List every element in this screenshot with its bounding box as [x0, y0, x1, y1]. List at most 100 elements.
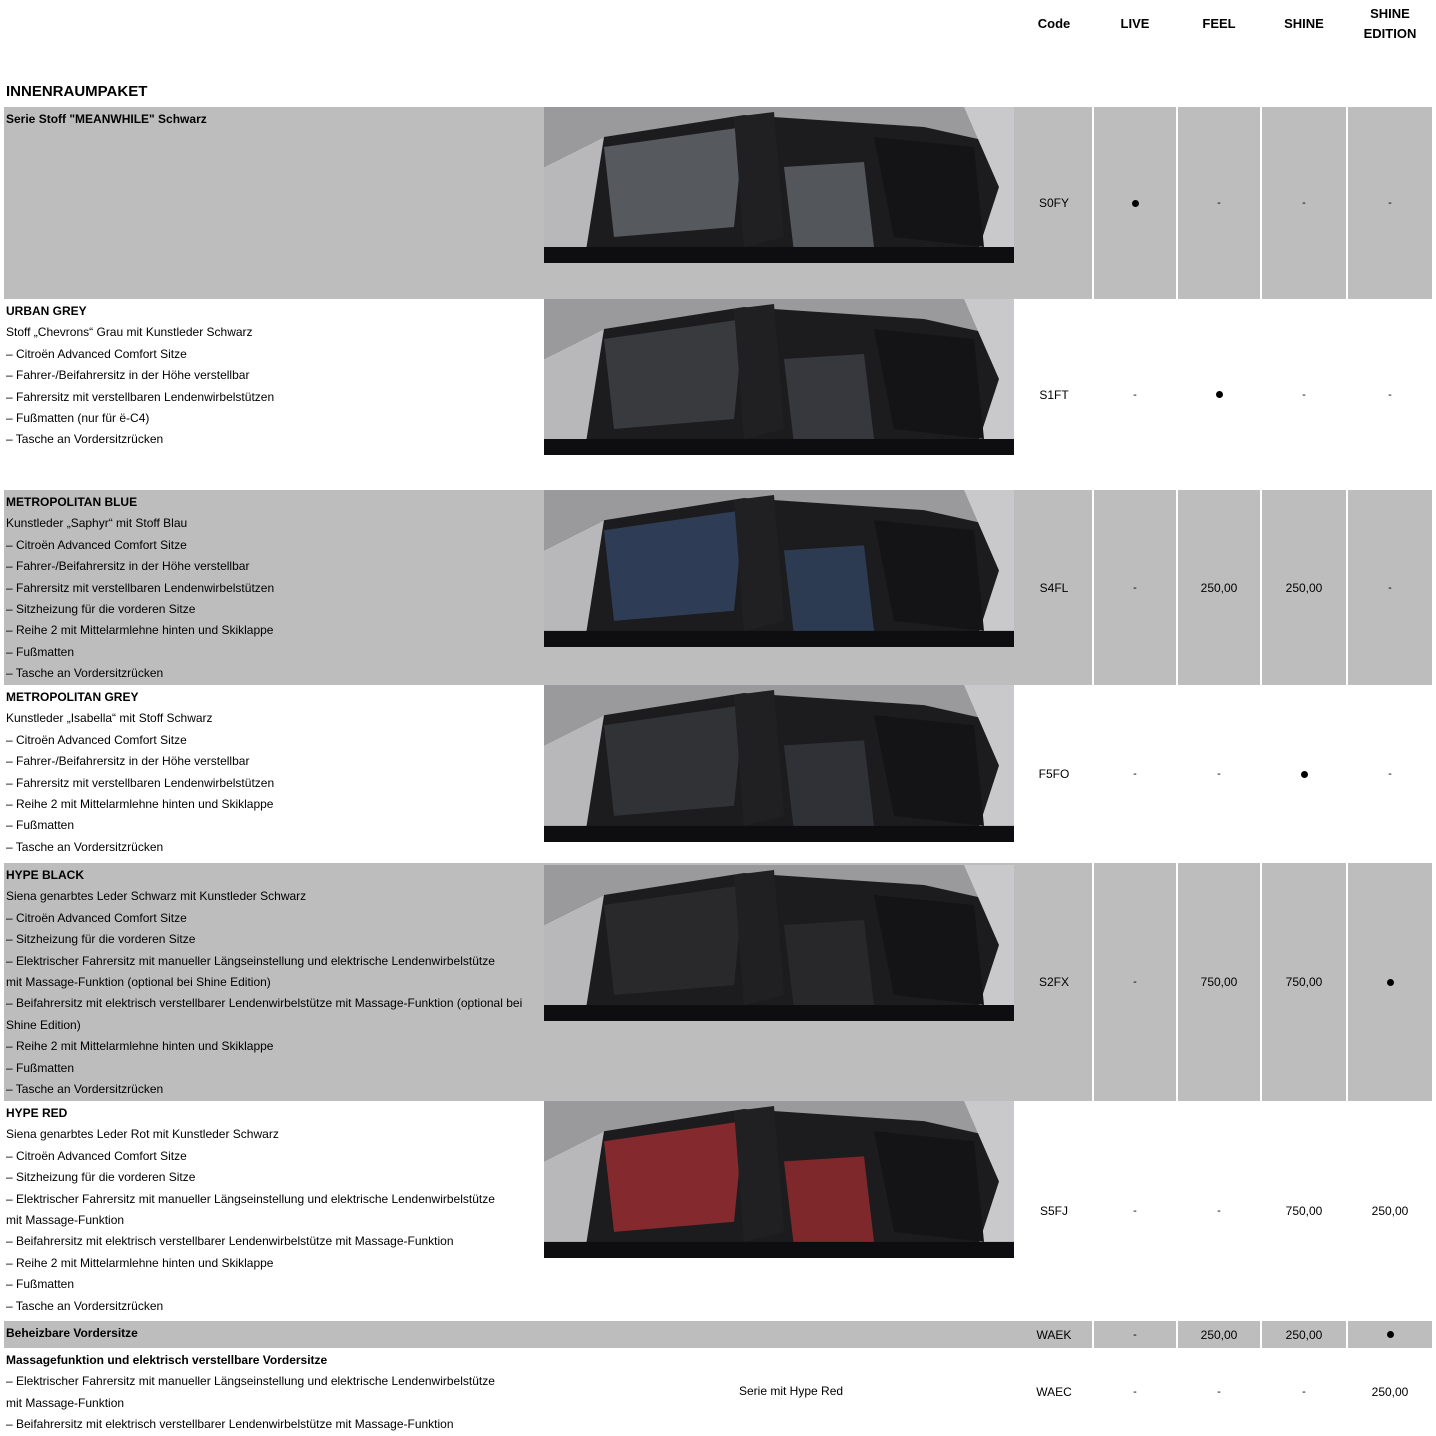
- header-shine: SHINE: [1284, 16, 1324, 31]
- price-cell-live: -: [1094, 685, 1176, 863]
- option-feature-line: – Tasche an Vordersitzrücken: [6, 1298, 164, 1313]
- column-divider: [1260, 1321, 1262, 1348]
- price-value: 250,00: [1200, 580, 1238, 595]
- price-cell-live: -: [1094, 299, 1176, 490]
- option-row: Beheizbare Vordersitze WAEK - 250,00 250,00: [4, 1321, 1432, 1348]
- price-cell-live: -: [1094, 1101, 1176, 1321]
- option-feature-line: Kunstleder „Isabella“ mit Stoff Schwarz: [6, 711, 213, 726]
- standard-dot-icon: [1386, 978, 1394, 986]
- not-available-dash: -: [1133, 768, 1137, 780]
- price-value: 750,00: [1285, 975, 1323, 989]
- price-value: 250,00: [1285, 580, 1323, 595]
- column-divider: [1346, 863, 1348, 1101]
- not-available-dash: -: [1388, 197, 1392, 209]
- option-feature-line: – Fahrersitz mit verstellbaren Lendenwir…: [6, 580, 275, 595]
- not-available-dash: -: [1302, 197, 1306, 209]
- not-available-dash: -: [1133, 1328, 1137, 1341]
- price-cell-live: -: [1094, 1348, 1176, 1435]
- price-cell-shine: 250,00: [1262, 1321, 1346, 1348]
- option-feature-line: – Beifahrersitz mit elektrisch verstellb…: [6, 1234, 454, 1249]
- option-feature-line: Siena genarbtes Leder Schwarz mit Kunstl…: [6, 889, 307, 904]
- price-cell-shine: 750,00: [1262, 1101, 1346, 1321]
- interior-image: [544, 490, 1014, 647]
- option-feature-line: – Elektrischer Fahrersitz mit manueller …: [6, 1191, 495, 1206]
- column-divider: [1346, 490, 1348, 685]
- option-feature-line: – Fußmatten (nur für ë-C4): [6, 411, 150, 426]
- price-cell-shine: 250,00: [1262, 490, 1346, 685]
- header-live: LIVE: [1120, 16, 1150, 31]
- option-row: METROPOLITAN GREY Kunstleder „Isabella“ m…: [4, 685, 1432, 863]
- not-available-dash: -: [1217, 1205, 1221, 1217]
- not-available-dash: -: [1133, 1205, 1137, 1217]
- price-cell-feel: -: [1178, 107, 1260, 299]
- option-description: Beheizbare Vordersitze: [6, 1323, 540, 1344]
- option-title: HYPE RED: [6, 1106, 68, 1120]
- option-feature-line: – Tasche an Vordersitzrücken: [6, 432, 164, 447]
- price-cell-feel: 250,00: [1178, 490, 1260, 685]
- price-cell-feel: [1178, 299, 1260, 490]
- option-code: S2FX: [1038, 975, 1069, 989]
- option-row: HYPE RED Siena genarbtes Leder Rot mit Ku…: [4, 1101, 1432, 1321]
- option-feature-line: – Reihe 2 mit Mittelarmlehne hinten und …: [6, 623, 274, 638]
- option-feature-line: – Fahrersitz mit verstellbaren Lendenwir…: [6, 389, 275, 404]
- not-available-dash: -: [1217, 768, 1221, 780]
- column-divider: [1260, 107, 1262, 299]
- option-feature-line: – Tasche an Vordersitzrücken: [6, 839, 164, 854]
- not-available-dash: -: [1217, 1385, 1221, 1398]
- not-available-dash: -: [1217, 197, 1221, 209]
- option-feature-line: – Fahrersitz mit verstellbaren Lendenwir…: [6, 775, 275, 790]
- option-description: METROPOLITAN GREY Kunstleder „Isabella“ m…: [6, 687, 540, 858]
- option-description: URBAN GREY Stoff „Chevrons“ Grau mit Kuns…: [6, 301, 540, 451]
- option-feature-line: – Sitzheizung für die vorderen Sitze: [6, 1170, 196, 1185]
- option-feature-line: – Reihe 2 mit Mittelarmlehne hinten und …: [6, 797, 274, 812]
- price-cell-shine: 750,00: [1262, 863, 1346, 1101]
- option-title: Serie Stoff "MEANWHILE" Schwarz: [6, 112, 207, 126]
- column-divider: [1260, 863, 1262, 1101]
- column-divider: [1176, 107, 1178, 299]
- not-available-dash: -: [1133, 976, 1137, 988]
- column-divider: [1176, 1321, 1178, 1348]
- price-cell-live: [1094, 107, 1176, 299]
- option-feature-line: – Fußmatten: [6, 644, 75, 659]
- option-description: Serie Stoff "MEANWHILE" Schwarz: [6, 109, 540, 130]
- option-code: S0FY: [1038, 196, 1069, 210]
- option-feature-line: – Tasche an Vordersitzrücken: [6, 1082, 164, 1097]
- price-cell-shine: -: [1262, 299, 1346, 490]
- option-row: HYPE BLACK Siena genarbtes Leder Schwarz …: [4, 863, 1432, 1101]
- price-cell-shine-edition: -: [1348, 490, 1432, 685]
- not-available-dash: -: [1133, 581, 1137, 594]
- price-cell-live: -: [1094, 1321, 1176, 1348]
- price-value: 750,00: [1285, 1204, 1323, 1218]
- price-cell-feel: 750,00: [1178, 863, 1260, 1101]
- option-feature-line: – Elektrischer Fahrersitz mit manueller …: [6, 1374, 495, 1389]
- option-row: URBAN GREY Stoff „Chevrons“ Grau mit Kuns…: [4, 299, 1432, 490]
- not-available-dash: -: [1388, 581, 1392, 594]
- price-cell-shine-edition: [1348, 863, 1432, 1101]
- option-title: METROPOLITAN BLUE: [6, 495, 138, 509]
- option-description: HYPE BLACK Siena genarbtes Leder Schwarz …: [6, 865, 540, 1100]
- option-title: HYPE BLACK: [6, 868, 85, 882]
- option-feature-line: – Citroën Advanced Comfort Sitze: [6, 732, 187, 747]
- not-available-dash: -: [1133, 1385, 1137, 1398]
- option-feature-line: – Reihe 2 mit Mittelarmlehne hinten und …: [6, 1255, 274, 1270]
- option-feature-line: – Beifahrersitz mit elektrisch verstellb…: [6, 996, 523, 1032]
- option-feature-line: – Citroën Advanced Comfort Sitze: [6, 910, 187, 925]
- not-available-dash: -: [1388, 768, 1392, 780]
- price-cell-feel: -: [1178, 1101, 1260, 1321]
- option-feature-line: Siena genarbtes Leder Rot mit Kunstleder…: [6, 1127, 279, 1142]
- not-available-dash: -: [1388, 388, 1392, 401]
- option-feature-line: mit Massage-Funktion: [6, 1395, 125, 1410]
- option-row: Serie Stoff "MEANWHILE" Schwarz S0FY - - -: [4, 107, 1432, 299]
- interior-image: [544, 865, 1014, 1021]
- interior-image: [544, 299, 1014, 455]
- option-code: S5FJ: [1039, 1204, 1068, 1218]
- option-note: Serie mit Hype Red: [739, 1383, 844, 1398]
- option-feature-line: Stoff „Chevrons“ Grau mit Kunstleder Sch…: [6, 325, 253, 340]
- price-cell-shine: [1262, 685, 1346, 863]
- option-code: S1FT: [1039, 387, 1069, 402]
- option-row: METROPOLITAN BLUE Kunstleder „Saphyr“ mit…: [4, 490, 1432, 685]
- option-feature-line: – Fahrer-/Beifahrersitz in der Höhe vers…: [6, 559, 250, 574]
- price-cell-shine-edition: -: [1348, 299, 1432, 490]
- interior-image: [544, 1101, 1014, 1258]
- option-feature-line: – Fußmatten: [6, 1060, 75, 1075]
